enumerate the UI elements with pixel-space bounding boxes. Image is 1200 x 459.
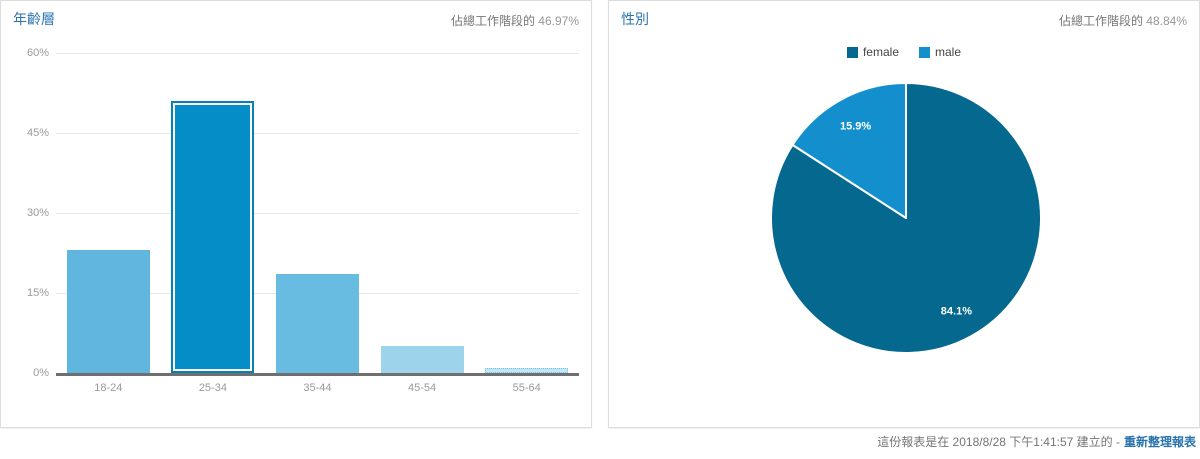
report-footer: 這份報表是在 2018/8/28 下午1:41:57 建立的 - 重新整理報表 xyxy=(877,433,1196,450)
legend-swatch-male xyxy=(919,46,930,58)
bar-35-44[interactable] xyxy=(276,274,359,373)
gender-widget-title[interactable]: 性別 xyxy=(621,11,649,27)
report-created-text: 這份報表是在 2018/8/28 下午1:41:57 建立的 - xyxy=(877,435,1120,449)
pie-legend: female male xyxy=(609,45,1199,59)
x-axis-tick: 35-44 xyxy=(303,382,332,394)
legend-item-female[interactable]: female xyxy=(846,45,899,59)
x-axis-tick: 45-54 xyxy=(408,382,437,394)
x-axis-line xyxy=(56,373,579,376)
legend-item-male[interactable]: male xyxy=(919,45,961,59)
y-axis-tick: 15% xyxy=(26,287,49,299)
legend-label: male xyxy=(935,45,962,59)
pie-slice-label-male: 15.9% xyxy=(840,121,871,133)
gridline xyxy=(56,53,579,54)
bar-plot: 0% 15% 30% 45% 60% 18-24 25-34 35-44 45-54 55-64 xyxy=(1,1,593,429)
bar-25-34[interactable] xyxy=(171,101,254,373)
sessions-share-value: 46.97% xyxy=(538,14,579,28)
y-axis-tick: 30% xyxy=(26,207,49,219)
gridline xyxy=(56,133,579,134)
y-axis-tick: 45% xyxy=(26,127,49,139)
age-sessions-share: 佔總工作階段的 46.97% xyxy=(451,12,579,29)
pie-slice-male[interactable] xyxy=(791,82,907,219)
legend-swatch-female xyxy=(846,46,858,58)
age-widget-title[interactable]: 年齡層 xyxy=(13,11,55,27)
bar-45-54[interactable] xyxy=(381,346,464,373)
y-axis-tick: 60% xyxy=(26,47,49,59)
sessions-share-label: 佔總工作階段的 xyxy=(450,14,535,28)
sessions-share-value: 48.84% xyxy=(1146,14,1187,28)
age-widget-card: 年齡層 佔總工作階段的 46.97% 0% 15% 30% 45% 60% 18-24 25… xyxy=(0,0,592,428)
bar-18-24[interactable] xyxy=(67,250,150,373)
legend-label: female xyxy=(862,45,899,59)
gridline xyxy=(56,213,579,214)
gender-widget-header: 性別 佔總工作階段的 48.84% xyxy=(621,9,1187,31)
x-axis-tick: 18-24 xyxy=(94,382,123,394)
gender-widget-card: 性別 佔總工作階段的 48.84% female male 84.1% 15.9% xyxy=(608,0,1200,428)
refresh-report-link[interactable]: 重新整理報表 xyxy=(1123,435,1196,449)
x-axis-tick: 25-34 xyxy=(198,382,227,394)
gender-sessions-share: 佔總工作階段的 48.84% xyxy=(1059,12,1187,29)
gender-pie-chart: 84.1% 15.9% xyxy=(769,82,1042,354)
pie-slice-label-female: 84.1% xyxy=(941,305,972,317)
age-widget-header: 年齡層 佔總工作階段的 46.97% xyxy=(13,9,579,31)
bar-55-64[interactable] xyxy=(485,368,568,373)
sessions-share-label: 佔總工作階段的 xyxy=(1058,14,1143,28)
y-axis-tick: 0% xyxy=(33,367,49,379)
x-axis-tick: 55-64 xyxy=(512,382,541,394)
